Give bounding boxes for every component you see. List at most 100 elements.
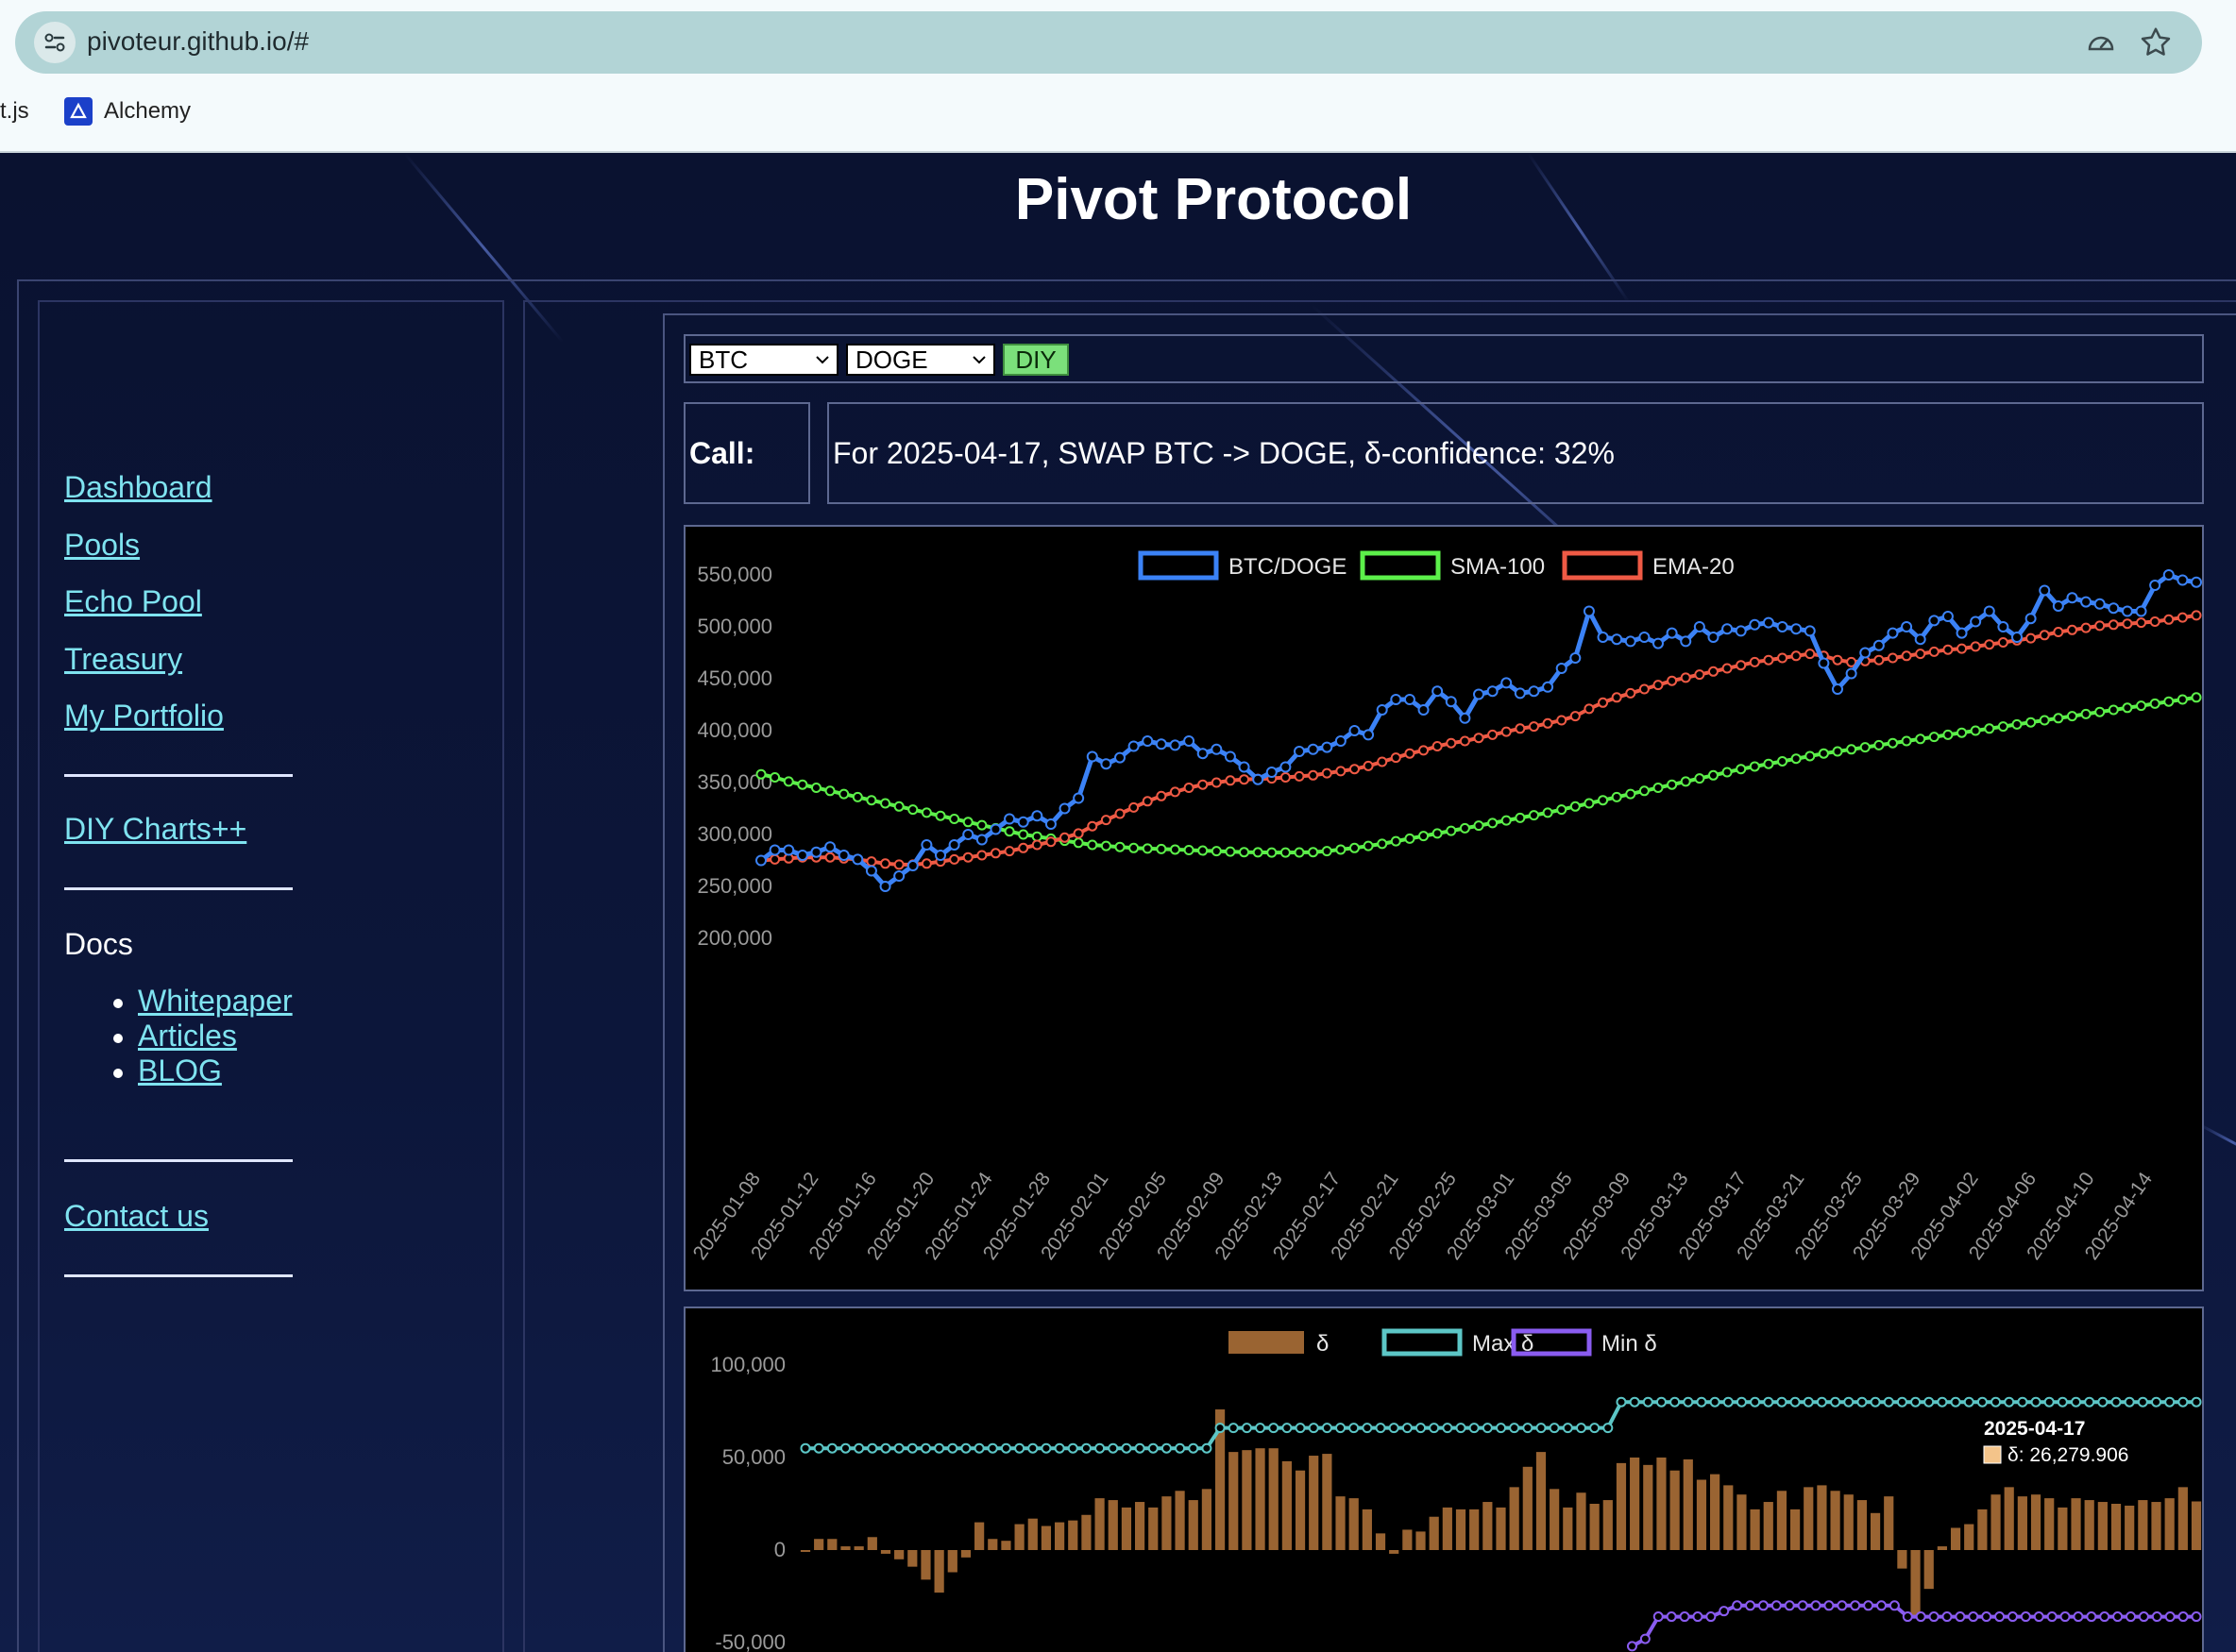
btc-doge-point — [1486, 685, 1499, 698]
nav-link-dashboard[interactable]: Dashboard — [64, 470, 212, 504]
btc-doge-point — [921, 839, 933, 851]
sma-100-point — [1818, 748, 1829, 759]
nav-link-diy-charts[interactable]: DIY Charts++ — [64, 812, 247, 846]
max-point — [1160, 1442, 1172, 1454]
ema-20-point — [1045, 836, 1057, 848]
doc-link-blog[interactable]: BLOG — [138, 1054, 222, 1087]
doc-link-articles[interactable]: Articles — [138, 1019, 237, 1053]
price-chart[interactable]: 550,000500,000450,000400,000350,000300,0… — [686, 527, 2202, 1290]
btc-doge-point — [948, 839, 960, 851]
nav-link-contact-us[interactable]: Contact us — [64, 1199, 209, 1233]
diy-button[interactable]: DIY — [1003, 344, 1069, 376]
bookmark-item[interactable]: t.js — [0, 98, 29, 124]
from-token-value: BTC — [699, 346, 748, 374]
min-point — [2138, 1611, 2149, 1623]
min-point — [2073, 1611, 2084, 1623]
performance-icon[interactable] — [2085, 26, 2117, 59]
sma-100-point — [962, 817, 974, 828]
ema-20-point — [2039, 630, 2050, 641]
min-point — [1652, 1611, 1664, 1623]
max-point — [1883, 1396, 1894, 1408]
btc-doge-point — [769, 844, 781, 856]
max-point — [1789, 1396, 1801, 1408]
to-token-select[interactable]: DOGE — [846, 344, 995, 376]
max-point — [1803, 1396, 1814, 1408]
ema-20-point — [866, 856, 877, 868]
max-point — [1000, 1442, 1011, 1454]
ema-20-point — [2163, 614, 2175, 625]
delta-bar — [1268, 1448, 1279, 1550]
sma-100-point — [1625, 788, 1636, 800]
min-point — [1732, 1600, 1743, 1611]
nav-link-pools[interactable]: Pools — [64, 528, 141, 562]
sma-100-point — [1404, 833, 1415, 844]
sma-100-point — [2053, 713, 2064, 724]
sma-100-point — [976, 819, 988, 831]
sma-100-point — [797, 779, 808, 790]
delta-bar — [1108, 1500, 1118, 1550]
min-point — [1745, 1600, 1756, 1611]
max-point — [1602, 1423, 1614, 1434]
bookmark-star-icon[interactable] — [2138, 25, 2174, 60]
ema-20-point — [1294, 770, 1305, 782]
ema-20-point — [1487, 729, 1499, 740]
delta-bar — [1990, 1494, 2001, 1550]
max-point — [1950, 1396, 1961, 1408]
max-point — [1442, 1423, 1453, 1434]
max-point — [1321, 1423, 1332, 1434]
ema-20-point — [1446, 737, 1457, 749]
max-point — [1856, 1396, 1868, 1408]
ema-20-point — [2122, 618, 2133, 630]
max-point — [934, 1442, 945, 1454]
sma-100-point — [1652, 783, 1664, 793]
nav-link-echo-pool[interactable]: Echo Pool — [64, 584, 202, 618]
btc-doge-point — [1735, 625, 1747, 637]
min-point — [2046, 1611, 2058, 1623]
sma-100-point — [1997, 721, 2008, 733]
url-text[interactable]: pivoteur.github.io/# — [87, 26, 310, 56]
sma-100-point — [1114, 841, 1126, 852]
delta-bar — [1068, 1520, 1078, 1550]
ema-20-point — [1515, 723, 1526, 734]
sma-100-point — [1487, 818, 1499, 829]
nav-link-treasury[interactable]: Treasury — [64, 642, 183, 676]
doc-link-whitepaper[interactable]: Whitepaper — [138, 984, 293, 1018]
sma-100-point — [1348, 842, 1360, 853]
ema-20-point — [1707, 666, 1719, 677]
sma-100-point — [1335, 844, 1347, 855]
address-bar[interactable]: pivoteur.github.io/# — [15, 11, 2202, 74]
max-point — [1937, 1396, 1948, 1408]
delta-bar — [934, 1550, 944, 1593]
delta-bar — [1469, 1509, 1480, 1550]
sma-100-point — [1197, 845, 1209, 856]
sma-100-point — [1128, 842, 1140, 853]
call-recommendation: For 2025-04-17, SWAP BTC -> DOGE, δ-conf… — [833, 436, 1615, 470]
btc-doge-point — [1459, 712, 1471, 724]
max-point — [1401, 1423, 1413, 1434]
btc-doge-point — [1928, 615, 1940, 627]
site-settings-icon[interactable] — [34, 22, 76, 63]
sma-100-point — [1736, 764, 1747, 775]
min-point — [1626, 1641, 1637, 1652]
legend-label: SMA-100 — [1450, 554, 1545, 580]
btc-doge-point — [1514, 687, 1526, 700]
max-point — [1014, 1442, 1025, 1454]
bookmark-item[interactable]: Alchemy — [64, 96, 191, 126]
btc-doge-point — [906, 860, 919, 871]
from-token-select[interactable]: BTC — [689, 344, 838, 376]
min-point — [1889, 1600, 1900, 1611]
sma-100-point — [1225, 846, 1236, 857]
delta-bar — [907, 1550, 918, 1567]
max-point — [1429, 1423, 1440, 1434]
content-frame — [663, 313, 2236, 1652]
delta-bar — [1522, 1466, 1533, 1550]
ema-20-point — [1736, 660, 1747, 671]
nav-link-my-portfolio[interactable]: My Portfolio — [64, 699, 224, 733]
sma-100-point — [893, 801, 905, 812]
delta-bar — [2125, 1505, 2135, 1550]
btc-doge-point — [1127, 740, 1140, 752]
delta-bar — [1415, 1531, 1426, 1550]
delta-bar — [1576, 1492, 1586, 1550]
delta-bar — [988, 1539, 998, 1550]
